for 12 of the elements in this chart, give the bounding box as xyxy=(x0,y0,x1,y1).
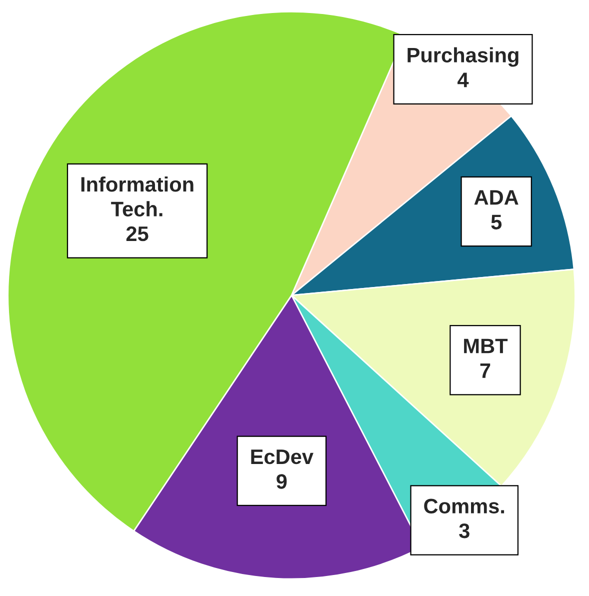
slice-label: EcDev xyxy=(251,450,314,464)
data-label: 7 xyxy=(480,364,490,378)
data-label: 4 xyxy=(458,72,469,88)
slice-label: Information Tech. xyxy=(81,176,194,216)
slice-label: ADA xyxy=(474,190,518,205)
data-label: 3 xyxy=(459,523,470,538)
data-label: 9 xyxy=(276,474,287,489)
data-label: 5 xyxy=(491,214,502,230)
slice-label: Comms. xyxy=(424,498,504,514)
slice-label: MBT xyxy=(464,338,508,354)
slice-label: Purchasing xyxy=(408,47,518,67)
data-label: 25 xyxy=(126,226,148,242)
